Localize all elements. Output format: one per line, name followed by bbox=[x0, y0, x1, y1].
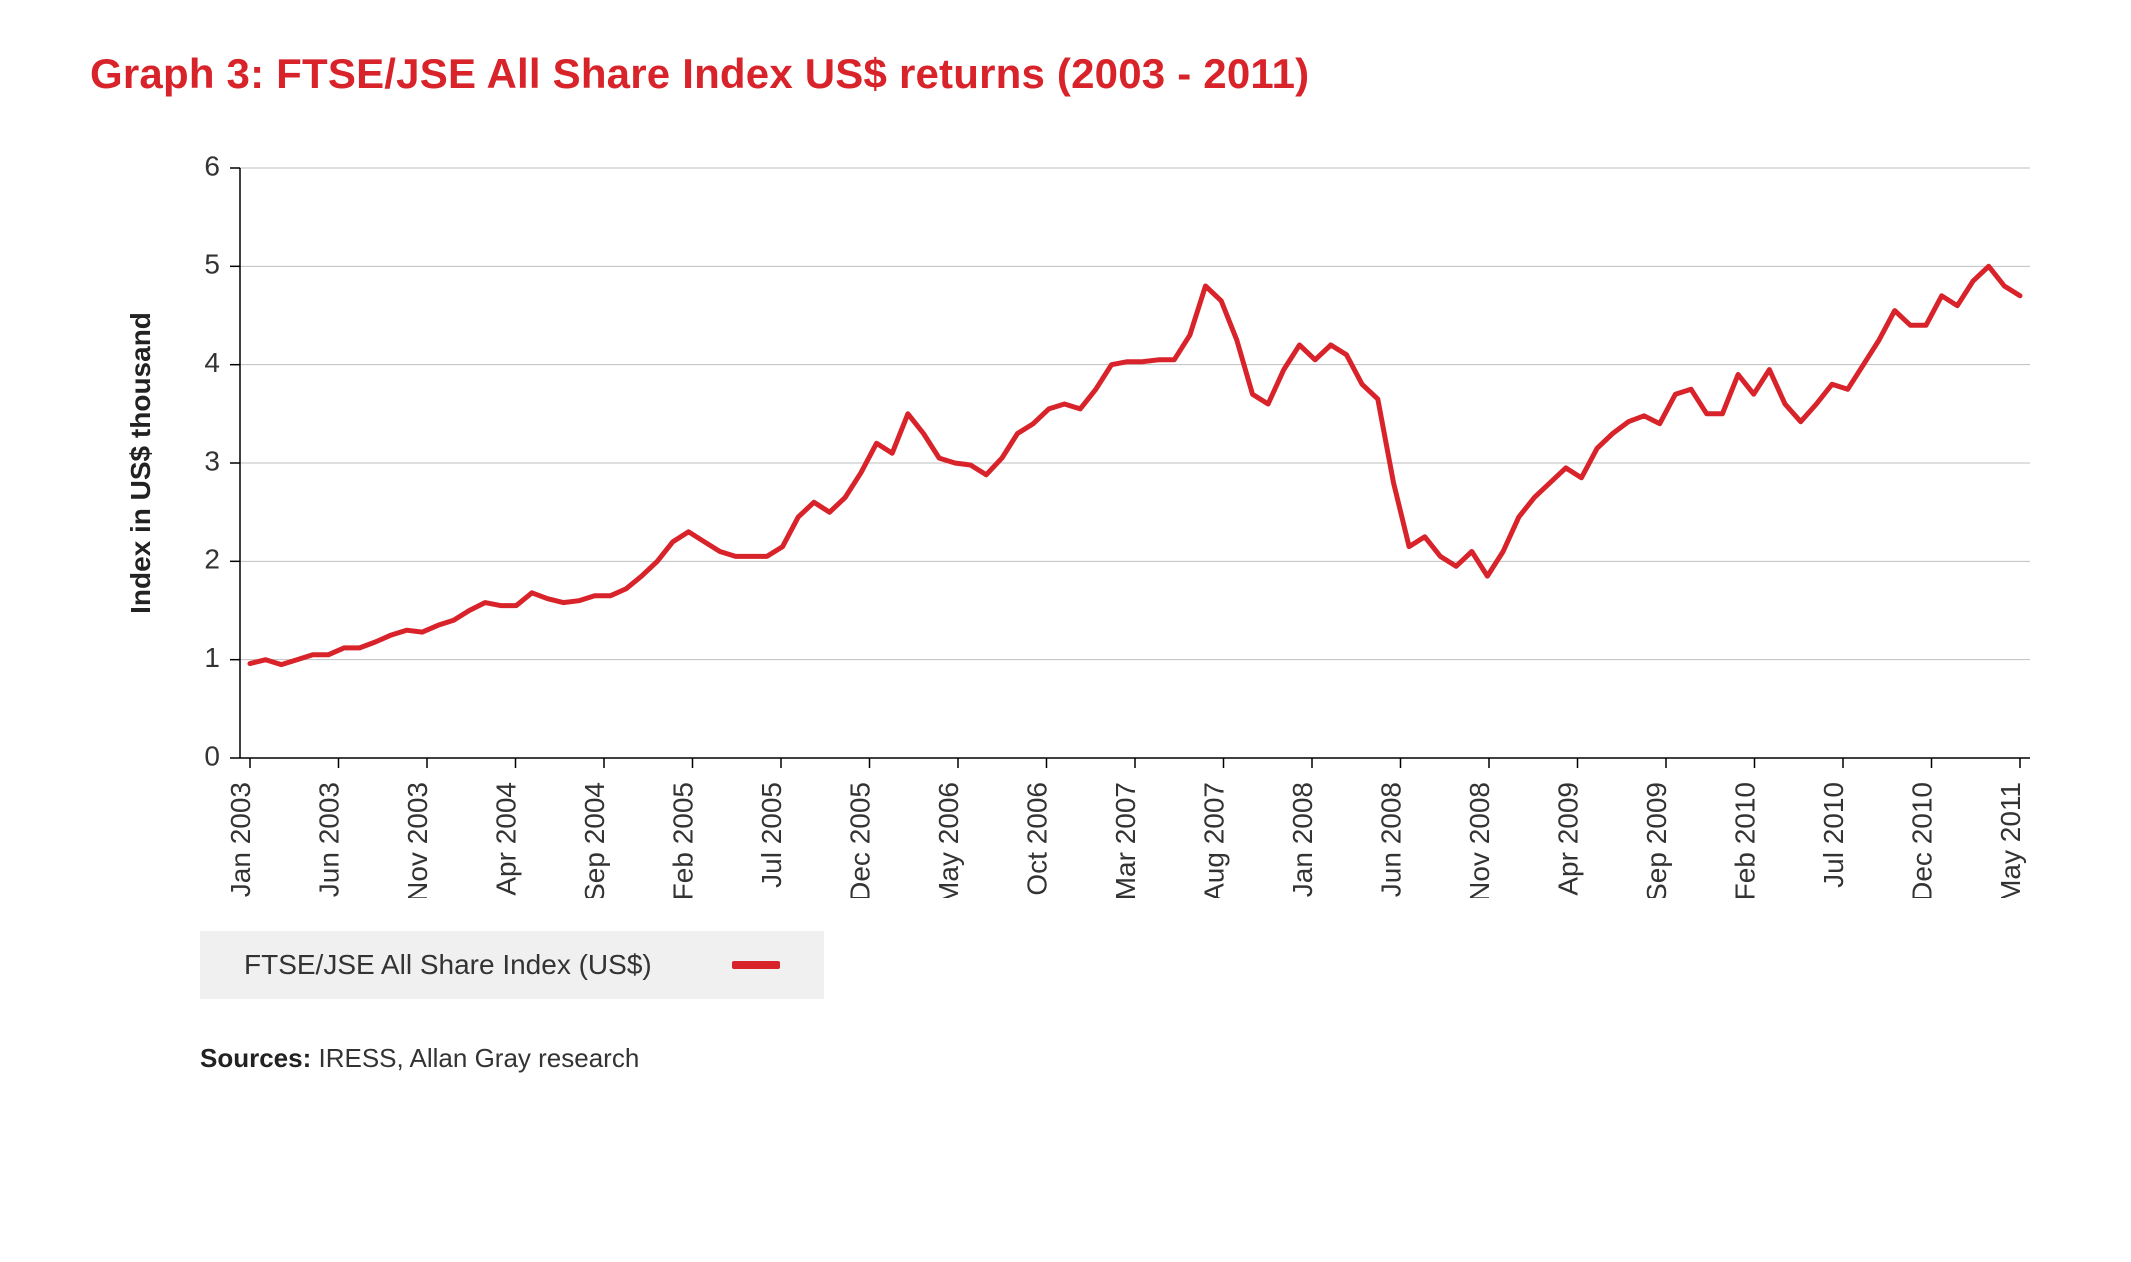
page: Graph 3: FTSE/JSE All Share Index US$ re… bbox=[0, 0, 2131, 1262]
x-tick-label: May 2006 bbox=[933, 782, 964, 898]
x-tick-label: Aug 2007 bbox=[1199, 782, 1230, 898]
x-tick-label: Jul 2005 bbox=[756, 782, 787, 888]
sources-prefix: Sources: bbox=[200, 1043, 311, 1073]
series-line bbox=[250, 266, 2020, 664]
x-tick-label: Feb 2010 bbox=[1730, 782, 1761, 898]
x-tick-label: Feb 2005 bbox=[668, 782, 699, 898]
chart-container: 0 1 2 3 4 5 6 Index in US$ thousand Jan 2003 Jun … bbox=[90, 138, 2071, 903]
legend: FTSE/JSE All Share Index (US$) bbox=[200, 931, 824, 999]
x-tick-label: Oct 2006 bbox=[1022, 782, 1053, 896]
x-tick-label: Jun 2008 bbox=[1376, 782, 1407, 897]
x-tick-label: Jul 2010 bbox=[1818, 782, 1849, 888]
x-tick-label: Nov 2003 bbox=[402, 782, 433, 898]
sources-text: IRESS, Allan Gray research bbox=[311, 1043, 639, 1073]
x-tick-label: Sep 2009 bbox=[1641, 782, 1672, 898]
chart-title: Graph 3: FTSE/JSE All Share Index US$ re… bbox=[90, 50, 2071, 98]
y-axis-label: Index in US$ thousand bbox=[125, 312, 156, 614]
x-tick-label: May 2011 bbox=[1995, 782, 2026, 898]
y-tick-label: 1 bbox=[204, 642, 220, 673]
y-tick-label: 0 bbox=[204, 740, 220, 771]
y-tick-label: 5 bbox=[204, 249, 220, 280]
x-tick-label: Jan 2008 bbox=[1287, 782, 1318, 897]
x-tick-label: Jan 2003 bbox=[225, 782, 256, 897]
y-tick-label: 4 bbox=[204, 347, 220, 378]
x-tick-label: Sep 2004 bbox=[579, 782, 610, 898]
y-tick-label: 2 bbox=[204, 544, 220, 575]
x-tick-label: Jun 2003 bbox=[314, 782, 345, 897]
sources-line: Sources: IRESS, Allan Gray research bbox=[200, 1043, 2071, 1074]
x-tick-label: Nov 2008 bbox=[1464, 782, 1495, 898]
x-tick-label: Apr 2004 bbox=[491, 782, 522, 896]
legend-swatch bbox=[732, 961, 780, 969]
y-tick-label: 6 bbox=[204, 150, 220, 181]
x-tick-label: Apr 2009 bbox=[1553, 782, 1584, 896]
x-tick-label: Dec 2010 bbox=[1907, 782, 1938, 898]
x-tick-label: Dec 2005 bbox=[845, 782, 876, 898]
legend-series-label: FTSE/JSE All Share Index (US$) bbox=[244, 949, 652, 981]
y-tick-label: 3 bbox=[204, 445, 220, 476]
x-tick-label: Mar 2007 bbox=[1110, 782, 1141, 898]
line-chart: 0 1 2 3 4 5 6 Index in US$ thousand Jan 2003 Jun … bbox=[90, 138, 2050, 898]
